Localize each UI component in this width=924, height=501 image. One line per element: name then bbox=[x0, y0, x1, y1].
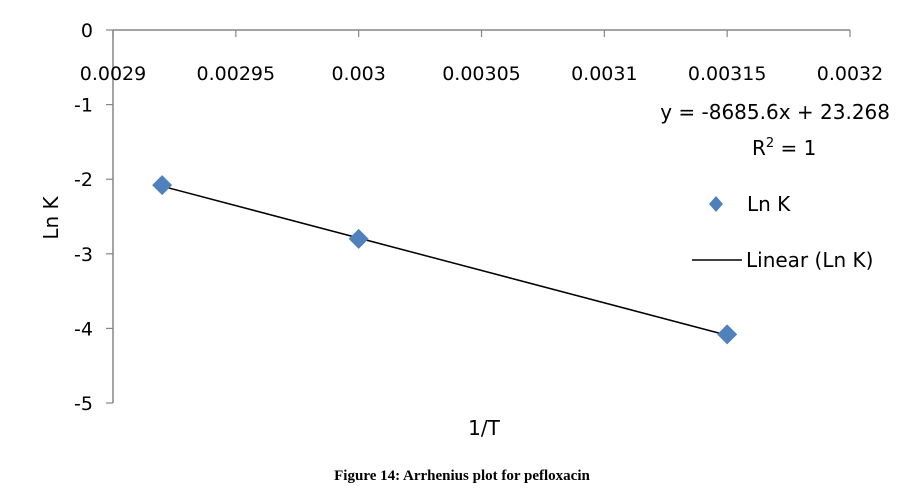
axes: 0.0029 0.00295 0.003 0.00305 0.0031 0.00315 0.… bbox=[74, 20, 883, 415]
data-point bbox=[717, 324, 738, 345]
y-axis-label: Ln K bbox=[39, 195, 63, 239]
figure-caption: Figure 14: Arrhenius plot for pefloxacin bbox=[334, 468, 590, 484]
x-axis-label: 1/T bbox=[468, 416, 500, 440]
r-squared-value: = 1 bbox=[774, 136, 816, 160]
r-squared-prefix: R bbox=[752, 136, 766, 160]
r-squared-label: R2 = 1 bbox=[752, 136, 816, 160]
y-tick-label: 0 bbox=[81, 20, 93, 42]
y-tick-label: -1 bbox=[74, 95, 93, 117]
trendline bbox=[161, 185, 728, 336]
y-tick-label: -2 bbox=[74, 169, 93, 191]
data-point bbox=[348, 228, 369, 249]
trendline-equation: y = -8685.6x + 23.268 bbox=[660, 100, 890, 124]
data-points bbox=[152, 175, 738, 345]
x-tick-label: 0.0029 bbox=[80, 63, 146, 85]
legend-label-lnk: Ln K bbox=[747, 192, 791, 216]
r-squared-superscript: 2 bbox=[766, 136, 774, 151]
y-tick-label: -4 bbox=[74, 318, 93, 340]
data-point bbox=[152, 175, 173, 196]
x-tick-label: 0.00305 bbox=[442, 63, 521, 85]
y-tick-label: -5 bbox=[74, 393, 93, 415]
legend-marker-lnk bbox=[709, 196, 723, 212]
x-tick-label: 0.00295 bbox=[197, 63, 276, 85]
x-tick-label: 0.0031 bbox=[571, 63, 637, 85]
legend-label-linear: Linear (Ln K) bbox=[746, 248, 873, 272]
x-tick-label: 0.003 bbox=[331, 63, 385, 85]
x-tick-label: 0.00315 bbox=[688, 63, 767, 85]
legend: Ln K Linear (Ln K) bbox=[692, 192, 873, 272]
trendline-group bbox=[161, 185, 728, 336]
y-tick-label: -3 bbox=[74, 244, 93, 266]
x-tick-label: 0.0032 bbox=[817, 63, 883, 85]
